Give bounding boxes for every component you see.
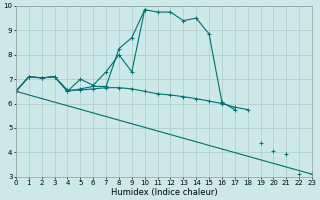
- X-axis label: Humidex (Indice chaleur): Humidex (Indice chaleur): [111, 188, 217, 197]
